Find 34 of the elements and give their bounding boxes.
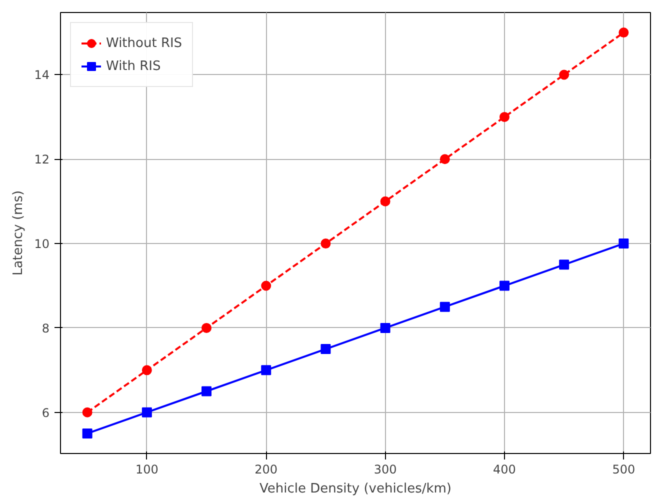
point [618,28,629,38]
y-tick-label: 12 [34,152,50,167]
x-tick-label: 300 [374,462,397,476]
x-axis-title: Vehicle Density (vehicles/km) [260,482,452,496]
point [499,112,510,122]
point [380,322,390,333]
point [82,407,92,418]
point [440,154,450,164]
y-tick-label: 8 [42,321,50,336]
point [202,322,212,333]
y-tick-label: 6 [42,406,50,420]
y-axis-title: Latency (ms) [11,190,26,276]
y-tick-label: 14 [34,68,50,82]
point [82,428,92,438]
x-tick-label: 100 [135,462,158,476]
x-tick-label: 200 [254,462,278,476]
point [142,365,152,376]
point [499,280,510,291]
y-tick-label: 10 [34,237,50,252]
point [261,280,272,291]
point [618,238,629,249]
point [320,344,331,354]
point [559,260,570,270]
point [320,238,331,249]
legend-label: With RIS [106,58,161,74]
x-tick-label: 500 [612,462,636,476]
legend-label: Without RIS [106,36,182,50]
point [440,302,450,312]
x-tick-label: 400 [493,462,516,476]
point [559,70,570,80]
point [142,407,152,418]
point [380,196,390,206]
point [202,386,212,396]
point [261,365,272,376]
